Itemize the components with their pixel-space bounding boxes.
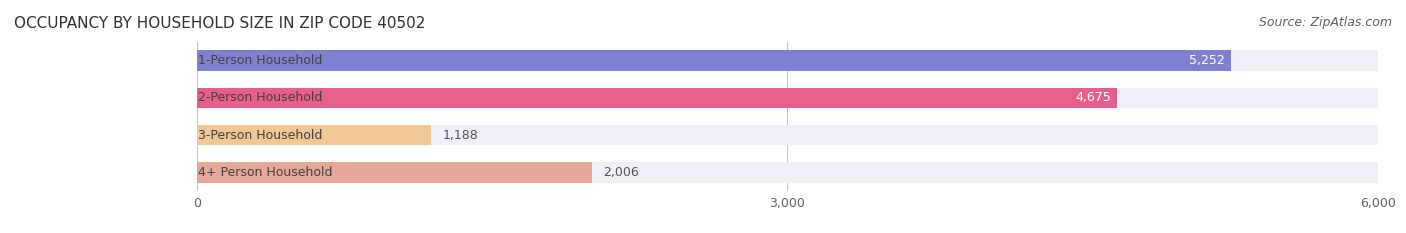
Text: 2-Person Household: 2-Person Household	[198, 91, 322, 104]
Bar	[197, 125, 430, 145]
Text: 3-Person Household: 3-Person Household	[198, 129, 322, 142]
Text: Source: ZipAtlas.com: Source: ZipAtlas.com	[1258, 16, 1392, 29]
Text: OCCUPANCY BY HOUSEHOLD SIZE IN ZIP CODE 40502: OCCUPANCY BY HOUSEHOLD SIZE IN ZIP CODE …	[14, 16, 426, 31]
Text: 1,188: 1,188	[443, 129, 478, 142]
Bar	[197, 162, 1378, 183]
Bar	[197, 88, 1118, 108]
Text: 5,252: 5,252	[1189, 54, 1225, 67]
Text: 1-Person Household: 1-Person Household	[198, 54, 322, 67]
Text: 4+ Person Household: 4+ Person Household	[198, 166, 332, 179]
Text: 4,675: 4,675	[1076, 91, 1111, 104]
Bar	[197, 88, 1378, 108]
Bar	[197, 50, 1378, 71]
Bar	[197, 50, 1230, 71]
Bar	[197, 162, 592, 183]
Bar	[197, 125, 1378, 145]
Text: 2,006: 2,006	[603, 166, 640, 179]
